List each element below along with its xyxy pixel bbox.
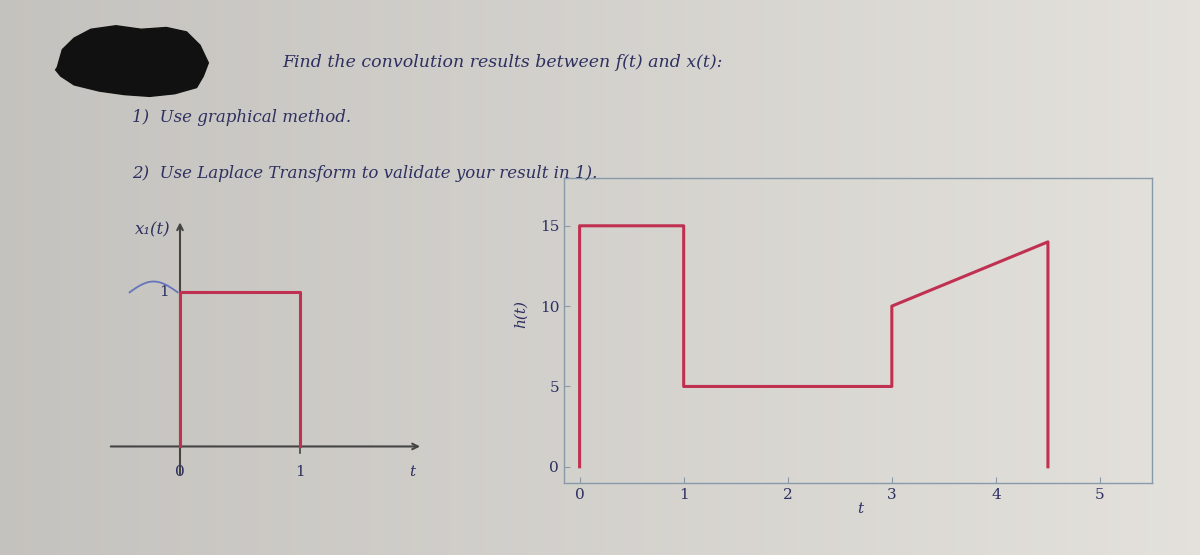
Text: 1: 1 [295, 465, 305, 479]
Text: t: t [858, 502, 864, 516]
Text: 1)  Use graphical method.: 1) Use graphical method. [132, 109, 352, 126]
Text: 2)  Use Laplace Transform to validate your result in 1).: 2) Use Laplace Transform to validate you… [132, 165, 598, 181]
Text: 1: 1 [160, 285, 169, 299]
Polygon shape [55, 26, 209, 97]
Text: x₁(t): x₁(t) [134, 221, 170, 238]
Text: Find the convolution results between f(t) and x(t):: Find the convolution results between f(t… [282, 54, 722, 70]
Text: h(t): h(t) [514, 300, 528, 328]
Text: 0: 0 [175, 465, 185, 479]
Text: t: t [409, 465, 415, 479]
